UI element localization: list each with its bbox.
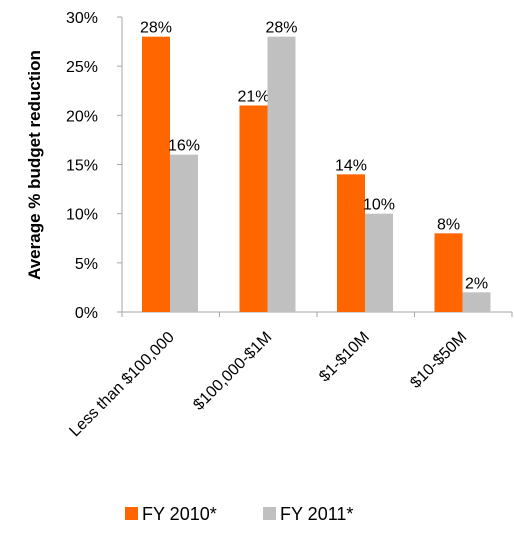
- y-tick-label: 15%: [66, 158, 98, 175]
- data-label: 8%: [437, 216, 460, 233]
- legend-label: FY 2010*: [142, 504, 217, 524]
- bar-fy2010: [337, 174, 365, 312]
- data-label: 28%: [265, 20, 297, 37]
- bar-fy2011: [365, 213, 393, 312]
- data-label: 16%: [168, 138, 200, 155]
- legend: FY 2010* FY 2011*: [125, 504, 353, 524]
- y-axis-label: Average % budget reduction: [25, 50, 44, 280]
- legend-swatch-fy2010: [125, 507, 138, 520]
- legend-label: FY 2011*: [280, 504, 353, 524]
- y-tick-label: 5%: [75, 256, 98, 273]
- x-tick-label: $10-$50M: [407, 329, 470, 392]
- bar-fy2011: [267, 36, 296, 313]
- y-tick-label: 25%: [66, 59, 98, 76]
- x-tick-label: $1-$10M: [316, 329, 373, 386]
- data-label: 2%: [465, 275, 488, 292]
- bar-fy2010: [239, 105, 268, 312]
- data-label: 10%: [363, 197, 395, 214]
- bar-fy2011: [170, 154, 198, 312]
- data-label: 14%: [335, 157, 367, 174]
- legend-swatch-fy2011: [263, 507, 276, 520]
- data-label: 21%: [237, 89, 269, 106]
- y-tick-label: 20%: [66, 108, 98, 125]
- x-tick-label: Less than $100,000: [66, 329, 177, 440]
- y-tick-label: 0%: [75, 305, 98, 322]
- y-tick-label: 10%: [66, 207, 98, 224]
- bar-fy2011: [462, 292, 491, 312]
- data-label: 28%: [140, 20, 172, 37]
- bar-fy2010: [434, 233, 463, 312]
- bar-fy2010: [142, 36, 170, 313]
- x-tick-label: $100,000-$1M: [190, 329, 275, 414]
- plot-area: 0% 5% 10% 15% 20% 25% 30% 28% 16% Less than $100,…: [66, 10, 513, 440]
- y-tick-label: 30%: [66, 10, 98, 27]
